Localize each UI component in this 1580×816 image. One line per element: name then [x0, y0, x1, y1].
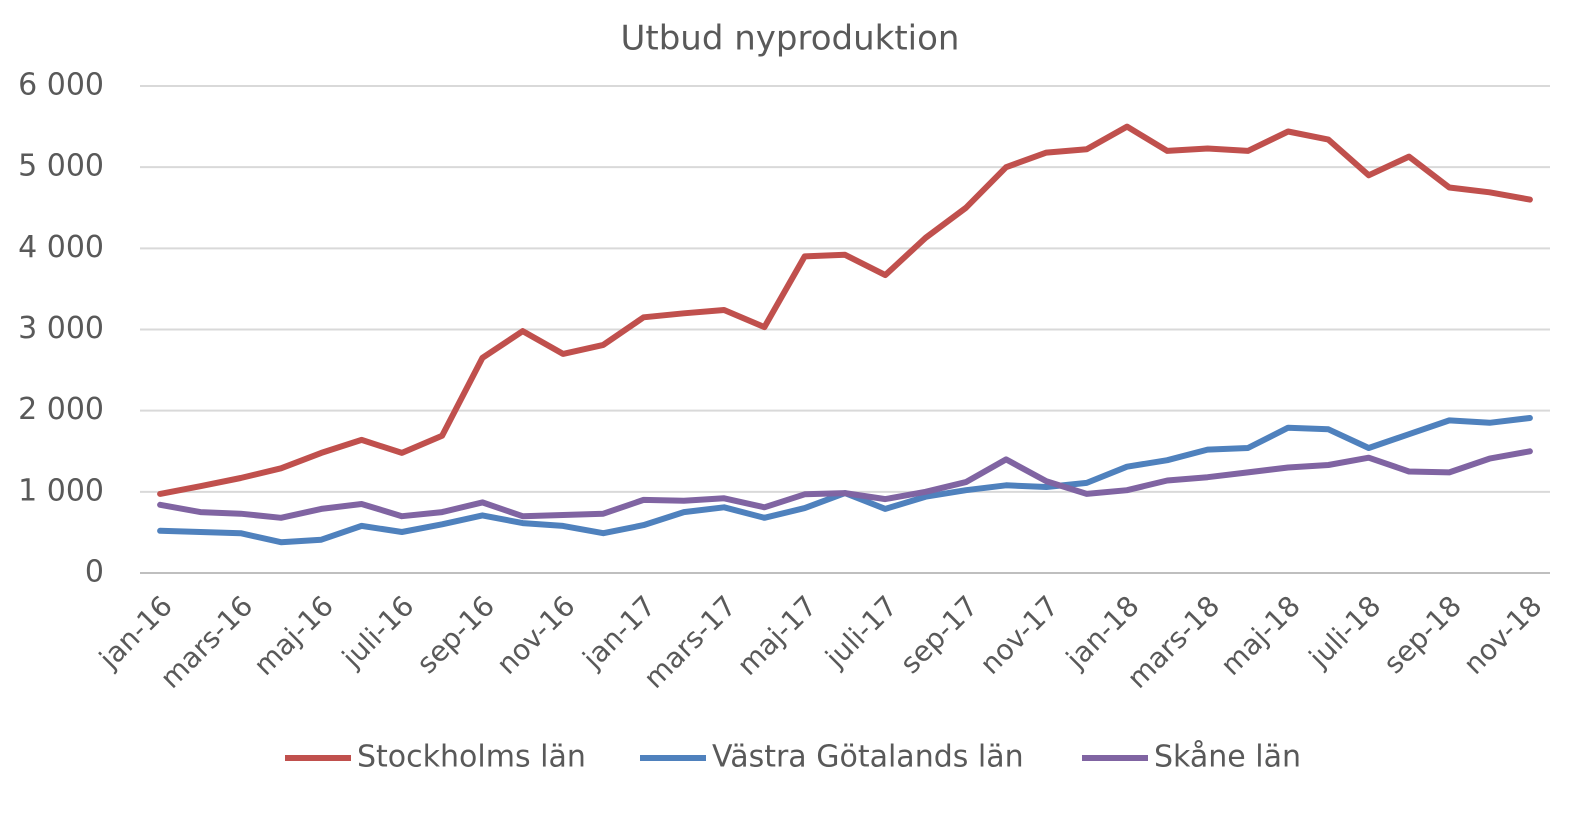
x-tick-label: maj-16: [247, 589, 340, 682]
x-tick-label: maj-18: [1214, 589, 1307, 682]
legend-label: Stockholms län: [357, 740, 586, 775]
y-tick-label: 1 000: [18, 473, 104, 508]
x-tick-label: sep-17: [894, 589, 985, 680]
y-tick-label: 0: [85, 555, 104, 590]
y-tick-label: 2 000: [18, 392, 104, 427]
legend-label: Skåne län: [1154, 740, 1301, 775]
y-tick-label: 5 000: [18, 149, 104, 184]
x-tick-label: nov-16: [490, 589, 582, 681]
x-tick-label: juli-17: [818, 589, 903, 674]
x-tick-label: sep-18: [1377, 589, 1468, 680]
legend-label: Västra Götalands län: [712, 740, 1024, 775]
series-line: [157, 415, 1533, 546]
series-line: [157, 448, 1533, 521]
x-tick-label: maj-17: [731, 589, 824, 682]
y-tick-label: 4 000: [18, 230, 104, 265]
x-tick-label: nov-18: [1457, 589, 1549, 681]
x-tick-label: juli-16: [335, 589, 420, 674]
y-tick-label: 6 000: [18, 68, 104, 103]
x-tick-label: nov-17: [974, 589, 1066, 681]
x-tick-label: sep-16: [410, 589, 501, 680]
x-tick-label: juli-18: [1302, 589, 1387, 674]
series-line: [157, 123, 1533, 497]
y-tick-label: 3 000: [18, 311, 104, 346]
chart-title: Utbud nyproduktion: [621, 19, 960, 59]
